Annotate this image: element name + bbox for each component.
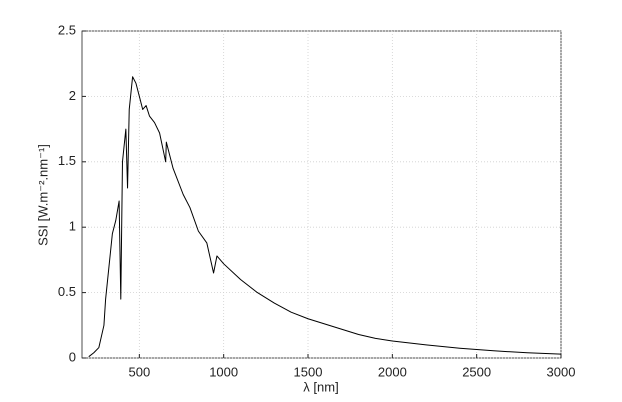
plot-frame	[81, 30, 562, 359]
x-tick-label: 2500	[462, 364, 491, 379]
y-tick-label: 0	[69, 349, 76, 364]
x-tick-label: 3000	[547, 364, 576, 379]
y-tick-label: 0.5	[58, 284, 76, 299]
x-axis-label: λ [nm]	[303, 379, 338, 394]
spectrum-line	[88, 76, 562, 358]
y-axis-label: SSI [W.m⁻².nm⁻¹]	[35, 144, 50, 246]
y-tick-label: 2.5	[58, 22, 76, 37]
y-tick-label: 1.5	[58, 153, 76, 168]
y-tick-label: 2	[69, 88, 76, 103]
x-tick-label: 1500	[294, 364, 323, 379]
x-tick-label: 500	[128, 364, 150, 379]
x-tick-label: 1000	[209, 364, 238, 379]
x-tick-label: 2000	[378, 364, 407, 379]
y-tick-label: 1	[69, 219, 76, 234]
